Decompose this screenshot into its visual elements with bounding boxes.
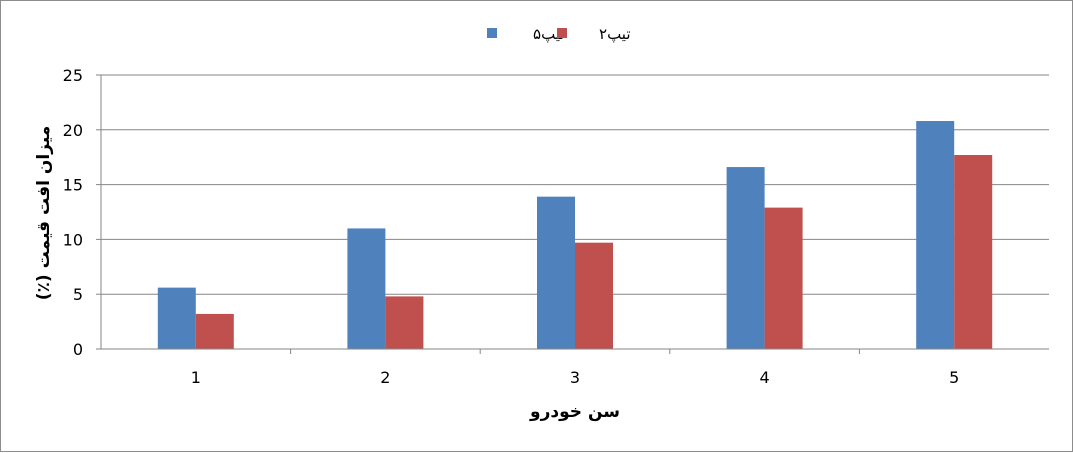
bar-series2-cat3 — [575, 242, 613, 349]
bar-series2-cat2 — [385, 296, 424, 349]
bar-series1-cat5 — [916, 121, 955, 349]
bar-series1-cat1 — [157, 287, 196, 349]
y-tick-label: 20 — [63, 121, 83, 140]
y-tick-label: 15 — [63, 176, 83, 195]
x-tick-label: 5 — [949, 368, 959, 387]
bars — [157, 121, 993, 349]
bar-series2-cat5 — [954, 155, 993, 349]
legend-swatch-series1 — [487, 28, 497, 38]
axes — [100, 75, 1049, 350]
y-tick-labels: 0 5 10 15 20 25 — [63, 66, 101, 359]
y-tick-label: 10 — [63, 230, 83, 249]
legend: تیپ۵ تیپ۲ — [487, 25, 631, 44]
x-axis-title: سن خودرو — [529, 402, 620, 422]
gridlines — [101, 74, 1049, 295]
bar-series2-cat4 — [764, 207, 803, 349]
legend-label-series1: تیپ۵ — [533, 25, 565, 44]
bar-series1-cat4 — [726, 167, 765, 349]
y-tick-label: 25 — [63, 66, 83, 85]
bar-series1-cat3 — [537, 196, 575, 349]
legend-swatch-series2 — [557, 28, 567, 38]
y-tick-label: 5 — [73, 285, 83, 304]
legend-label-series2: تیپ۲ — [599, 25, 631, 44]
x-tick-label: 3 — [570, 368, 580, 387]
y-tick-label: 0 — [73, 340, 83, 359]
x-tick-labels: 1 2 3 4 5 — [191, 349, 959, 387]
x-tick-label: 4 — [760, 368, 770, 387]
bar-series2-cat1 — [195, 313, 234, 349]
x-tick-label: 2 — [380, 368, 390, 387]
x-tick-label: 1 — [191, 368, 201, 387]
bar-series1-cat2 — [347, 228, 386, 349]
y-axis-title: میزان افت قیمت (٪) — [34, 126, 54, 300]
